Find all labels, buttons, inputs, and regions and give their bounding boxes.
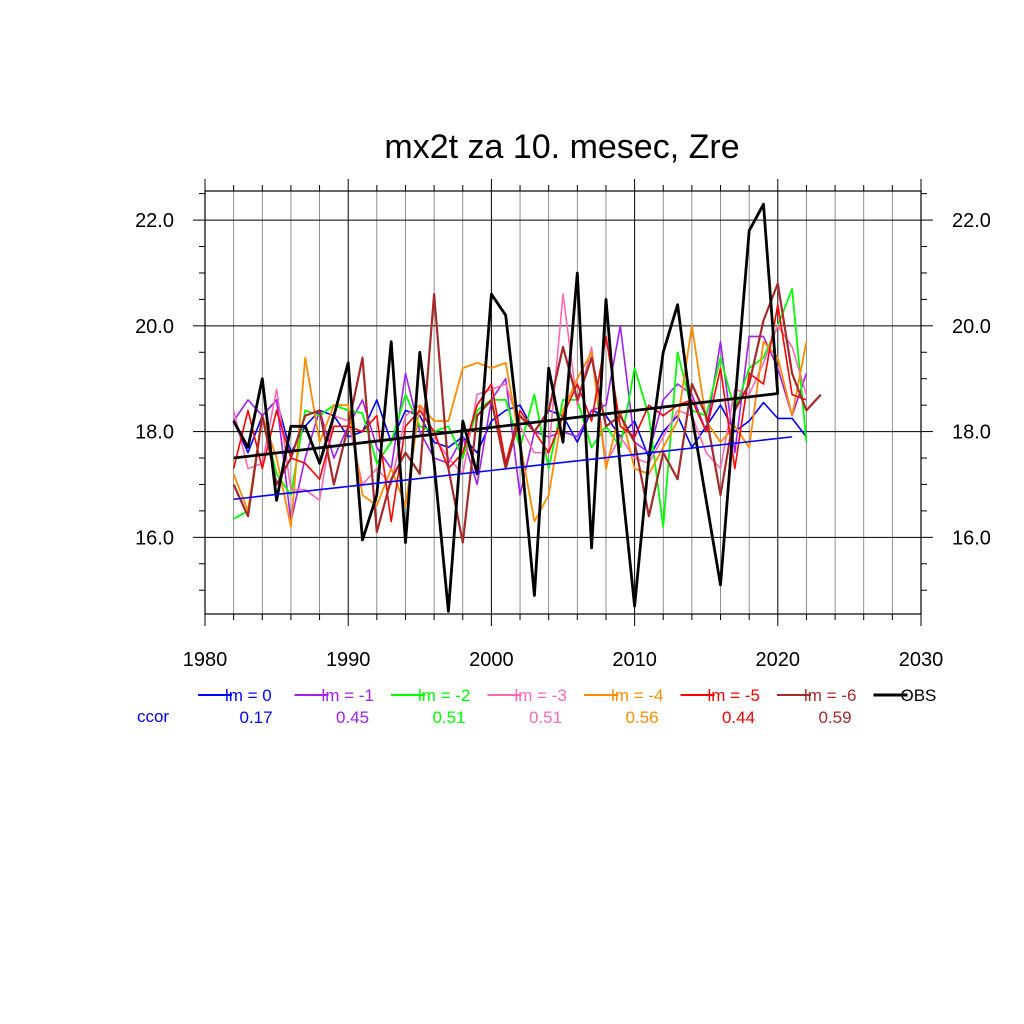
series-layer bbox=[232, 202, 822, 613]
ccor-value-5: 0.44 bbox=[722, 708, 755, 727]
legend-label-4: lm = -4 bbox=[611, 686, 663, 705]
x-tick-label: 1990 bbox=[326, 649, 371, 671]
y-tick-labels: 16.0 16.0 18.0 18.0 20.0 20.0 22.0 22.0 bbox=[135, 210, 991, 549]
legend-label-1: lm = -1 bbox=[322, 686, 374, 705]
y-tick-label-left: 20.0 bbox=[135, 316, 174, 338]
y-tick-label-right: 16.0 bbox=[952, 527, 991, 549]
legend-label-2: lm = -2 bbox=[418, 686, 470, 705]
x-tick-label: 2000 bbox=[469, 649, 514, 671]
series-line-5 bbox=[232, 303, 807, 523]
y-tick-label-left: 16.0 bbox=[135, 527, 174, 549]
y-tick-label-right: 18.0 bbox=[952, 422, 991, 444]
y-tick-label-right: 20.0 bbox=[952, 316, 991, 338]
ccor-label: ccor bbox=[137, 707, 169, 726]
chart-title: mx2t za 10. mesec, Zre bbox=[384, 128, 739, 166]
x-tick-label: 2010 bbox=[612, 649, 657, 671]
ccor-value-1: 0.45 bbox=[336, 708, 369, 727]
ccor-value-6: 0.59 bbox=[818, 708, 851, 727]
y-tick-label-left: 18.0 bbox=[135, 422, 174, 444]
ccor-value-2: 0.51 bbox=[432, 708, 465, 727]
x-tick-label: 2020 bbox=[756, 649, 801, 671]
ccor-value-4: 0.56 bbox=[625, 708, 658, 727]
x-tick-label: 2030 bbox=[899, 649, 944, 671]
ccor-value-0: 0.17 bbox=[239, 708, 272, 727]
plot-frame bbox=[204, 190, 922, 615]
axis-ticks bbox=[193, 179, 933, 626]
legend-label-5: lm = -5 bbox=[708, 686, 760, 705]
y-tick-label-left: 22.0 bbox=[135, 210, 174, 232]
trend-line-7 bbox=[233, 392, 778, 460]
legend-label-3: lm = -3 bbox=[515, 686, 567, 705]
trend-line-0 bbox=[233, 436, 793, 501]
y-tick-label-right: 22.0 bbox=[952, 210, 991, 232]
legend-label-6: lm = -6 bbox=[804, 686, 856, 705]
series-line-0 bbox=[232, 399, 808, 459]
x-tick-labels: 1980 1990 2000 2010 2020 2030 bbox=[183, 649, 944, 671]
ccor-value-3: 0.51 bbox=[529, 708, 562, 727]
legend-label-0: lm = 0 bbox=[225, 686, 272, 705]
legend: lm = 0 0.17 lm = -1 0.45 lm = -2 0.51 lm = -3 0… bbox=[198, 686, 936, 727]
legend-label-7: OBS bbox=[901, 686, 937, 705]
x-tick-label: 1980 bbox=[183, 649, 228, 671]
